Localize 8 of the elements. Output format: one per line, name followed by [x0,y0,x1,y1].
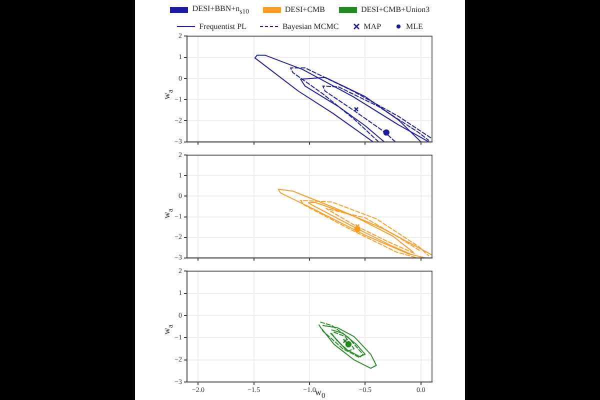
legend-label: DESI+CMB [284,5,325,14]
legend-label: MLE [406,22,423,31]
legend-label: Frequentist PL [199,22,246,31]
x-axis-title: w$_{0}$ [315,387,326,400]
legend-label: Bayesian MCMC [282,22,339,31]
legend-label: MAP [364,22,382,31]
legend-label: DESI+CMB+Union3 [360,5,430,14]
legend-label: DESI+BBN+n$_{s10}$ [192,4,249,16]
